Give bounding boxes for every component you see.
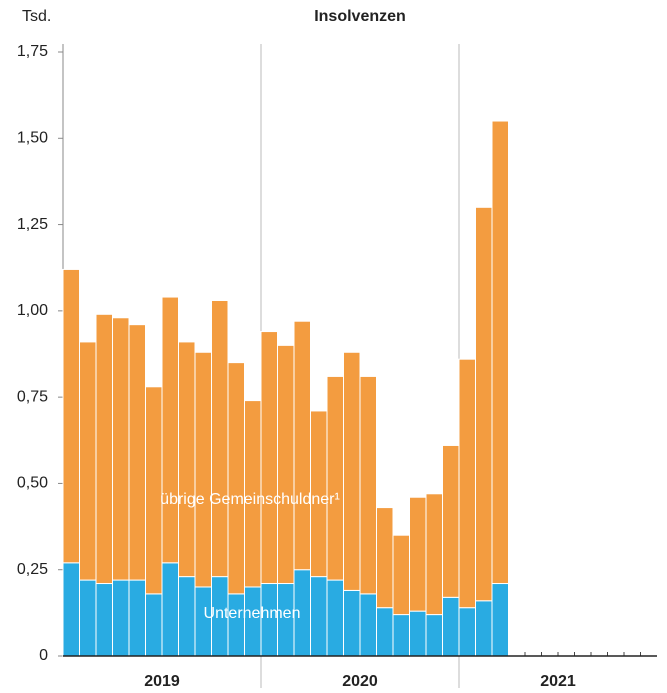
bar-segment [310,576,328,657]
bar-segment [442,596,460,657]
bar-segment [491,583,509,657]
bar-segment [194,351,212,588]
bar-segment [392,614,410,657]
chart-title: Insolvenzen [314,8,406,25]
bar-segment [277,344,295,585]
bar-segment [145,593,163,657]
bar-segment [128,579,146,657]
bar-segment [376,507,394,609]
bar-segment [425,614,443,657]
bar-segment [79,341,97,581]
bar-segment [475,206,493,602]
y-tick-label: 1,50 [17,130,48,147]
bar-segment [491,120,509,585]
bar-segment [62,562,80,657]
y-tick-label: 0,25 [17,561,48,578]
bar-segment [392,534,410,616]
bar-segment [343,589,361,657]
y-tick-label: 1,25 [17,216,48,233]
bar-segment [161,562,179,657]
bar-segment [458,358,476,609]
bar-segment [227,593,245,657]
bar-segment [293,320,311,571]
y-tick-label: 1,00 [17,302,48,319]
bar-segment [79,579,97,657]
y-unit: Tsd. [22,8,51,25]
bar-segment [442,444,460,598]
bar-segment [161,296,179,564]
bar-segment [211,300,229,578]
bar-segment [62,268,80,564]
year-label: 2019 [144,673,180,690]
bar-segment [343,351,361,591]
bar-segment [458,607,476,657]
bar-segment [128,324,146,581]
y-tick-label: 1,75 [17,43,48,60]
bar-segment [326,579,344,657]
bar-segment [425,493,443,616]
year-label: 2020 [342,673,378,690]
bar-segment [376,607,394,657]
bar-segment [409,610,427,657]
bar-segment [359,375,377,595]
y-tick-label: 0,75 [17,388,48,405]
bar-segment [178,341,196,578]
bar-segment [112,317,130,581]
bar-segment [409,496,427,612]
bar-segment [475,600,493,657]
bar-segment [326,375,344,581]
y-tick-label: 0 [39,647,48,664]
y-tick-label: 0,50 [17,475,48,492]
series-label: Unternehmen [204,605,301,622]
bar-segment [227,362,245,595]
bar-segment [178,576,196,657]
bar-segment [359,593,377,657]
series-label: übrige Gemeinschuldner¹ [160,491,340,508]
bar-segment [112,579,130,657]
bar-segment [95,313,113,585]
bar-segment [260,331,278,585]
bar-segment [95,583,113,657]
year-label: 2021 [540,673,576,690]
